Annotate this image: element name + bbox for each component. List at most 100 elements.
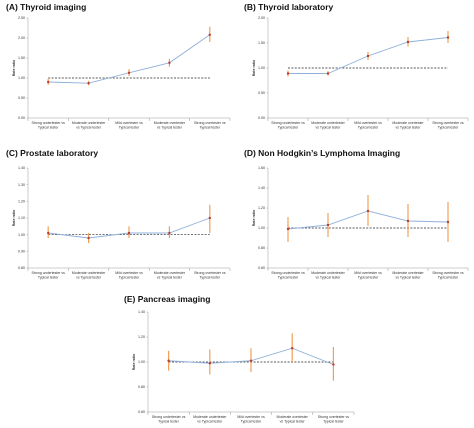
y-tick-label: 1.30	[18, 183, 25, 187]
x-tick-label: Strong overtester vs	[194, 271, 226, 275]
chart-title: (C) Prostate laboratory	[6, 148, 98, 158]
x-tick-label: vs Typical tester	[76, 125, 102, 129]
y-axis-label: Rate ratio	[12, 59, 16, 76]
x-tick-label: Mild overtester vs	[354, 271, 382, 275]
y-tick-label: 1.20	[18, 200, 25, 204]
data-point	[406, 219, 410, 223]
y-tick-label: 0.80	[18, 266, 25, 270]
data-point	[167, 359, 170, 362]
x-tick-label: Typical tester	[158, 419, 179, 423]
y-tick-label: 0.80	[138, 385, 145, 389]
x-tick-label: Strong overtester vs	[318, 415, 350, 419]
panel-c-prostate-laboratory: (C) Prostate laboratory 0.80 0.90 1.00 1.10 1…	[6, 148, 231, 279]
x-tick-label: Moderate overtester	[154, 271, 186, 275]
x-tick-label: Moderate undertester	[72, 271, 106, 275]
x-tick-label: Typical tester	[358, 275, 379, 279]
x-tick-label: Strong undertester vs	[271, 121, 305, 125]
data-point	[127, 231, 131, 235]
data-point	[366, 209, 370, 213]
y-tick-label: 1.20	[258, 206, 265, 210]
x-tick-label: Strong overtester vs	[194, 121, 226, 125]
panel-b-thyroid-laboratory: (B) Thyroid laboratory 0.00 0.50 1.00 1.50 2.…	[244, 2, 469, 129]
y-tick-label: 1.20	[138, 335, 145, 339]
y-axis-label: Rate ratio	[132, 353, 136, 370]
data-point	[291, 347, 294, 350]
y-tick-label: 1.50	[258, 41, 265, 45]
x-tick-label: vs Typical tester	[395, 125, 421, 129]
data-point	[326, 72, 330, 75]
data-point	[446, 36, 450, 39]
x-tick-label: Typical tester	[358, 125, 379, 129]
x-tick-label: vs Typical tester	[315, 125, 341, 129]
data-point	[332, 363, 335, 366]
x-tick-label: Typical tester	[38, 275, 59, 279]
x-tick-label: Moderate undertester	[72, 121, 106, 125]
data-point	[168, 61, 171, 64]
x-tick-label: Mild overtester vs	[115, 121, 143, 125]
x-tick-label: Typical tester	[278, 275, 299, 279]
y-tick-label: 1.40	[18, 166, 25, 170]
panel-e-pancreas-imaging: (E) Pancreas imaging 0.60 0.80 1.00 1.20 1.40…	[124, 294, 355, 423]
x-tick-label: Moderate overtester	[277, 415, 309, 419]
data-point	[87, 236, 90, 240]
data-point	[366, 54, 370, 58]
data-point	[446, 220, 450, 224]
data-point	[286, 227, 290, 231]
y-tick-label: 1.50	[18, 56, 25, 60]
x-tick-label: Typical tester	[323, 419, 344, 423]
x-tick-label: Moderate overtester	[392, 121, 424, 125]
y-tick-label: 2.00	[18, 36, 25, 40]
data-point	[249, 359, 253, 362]
chart-title: (A) Thyroid imaging	[6, 2, 86, 12]
data-point	[406, 40, 410, 44]
x-tick-label: Typical tester	[438, 125, 459, 129]
y-tick-label: 0.90	[18, 250, 25, 254]
x-tick-label: vs Typical tester	[197, 419, 223, 423]
data-point	[208, 362, 211, 365]
panel-a-thyroid-imaging: (A) Thyroid imaging 0.00 0.50 1.00 1.50 2.00 2…	[6, 2, 231, 129]
x-tick-label: vs Typical tester	[157, 125, 183, 129]
x-tick-label: vs Typical tester	[157, 275, 183, 279]
y-tick-label: 1.40	[258, 186, 265, 190]
x-tick-label: vs Typical tester	[315, 275, 341, 279]
y-tick-label: 2.00	[258, 16, 265, 20]
x-tick-label: vs Typical tester	[395, 275, 421, 279]
y-tick-label: 1.00	[258, 66, 265, 70]
y-tick-label: 1.00	[138, 360, 145, 364]
y-axis-label: Rate ratio	[252, 209, 256, 226]
x-tick-label: Typical tester	[199, 275, 220, 279]
y-tick-label: 0.60	[138, 410, 145, 414]
data-point	[208, 33, 211, 36]
y-axis-label: Rate ratio	[252, 59, 256, 76]
x-tick-label: Strong overtester vs	[432, 121, 464, 125]
data-point	[47, 80, 50, 84]
x-tick-label: Typical tester	[119, 125, 140, 129]
x-tick-label: Typical tester	[38, 125, 59, 129]
chart-title: (E) Pancreas imaging	[124, 294, 210, 304]
x-tick-label: Moderate undertester	[193, 415, 227, 419]
x-tick-label: Typical tester	[278, 125, 299, 129]
panel-d-nhl-imaging: (D) Non Hodgkin’s Lymphoma Imaging 0.60 0.…	[244, 148, 469, 279]
y-tick-label: 2.50	[18, 16, 25, 20]
y-tick-label: 0.50	[18, 96, 25, 100]
x-tick-label: Typical tester	[199, 125, 220, 129]
data-point	[47, 231, 50, 235]
x-tick-label: vs Typical tester	[76, 275, 102, 279]
y-axis-label: Rate ratio	[12, 209, 16, 226]
x-tick-label: Moderate undertester	[311, 271, 345, 275]
x-tick-label: Strong undertester vs	[31, 121, 65, 125]
data-point	[127, 71, 131, 75]
y-tick-label: 1.00	[18, 76, 25, 80]
x-tick-label: Moderate overtester	[154, 121, 186, 125]
x-tick-label: Strong undertester vs	[152, 415, 186, 419]
x-tick-label: Mild overtester vs	[115, 271, 143, 275]
x-tick-label: Strong undertester vs	[31, 271, 65, 275]
x-tick-label: Moderate overtester	[392, 271, 424, 275]
data-point	[326, 223, 330, 227]
x-tick-label: Moderate undertester	[311, 121, 345, 125]
x-tick-label: Strong overtester vs	[432, 271, 464, 275]
y-tick-label: 1.40	[138, 310, 145, 314]
x-tick-label: Typical tester	[438, 275, 459, 279]
y-tick-label: 1.10	[18, 216, 25, 220]
